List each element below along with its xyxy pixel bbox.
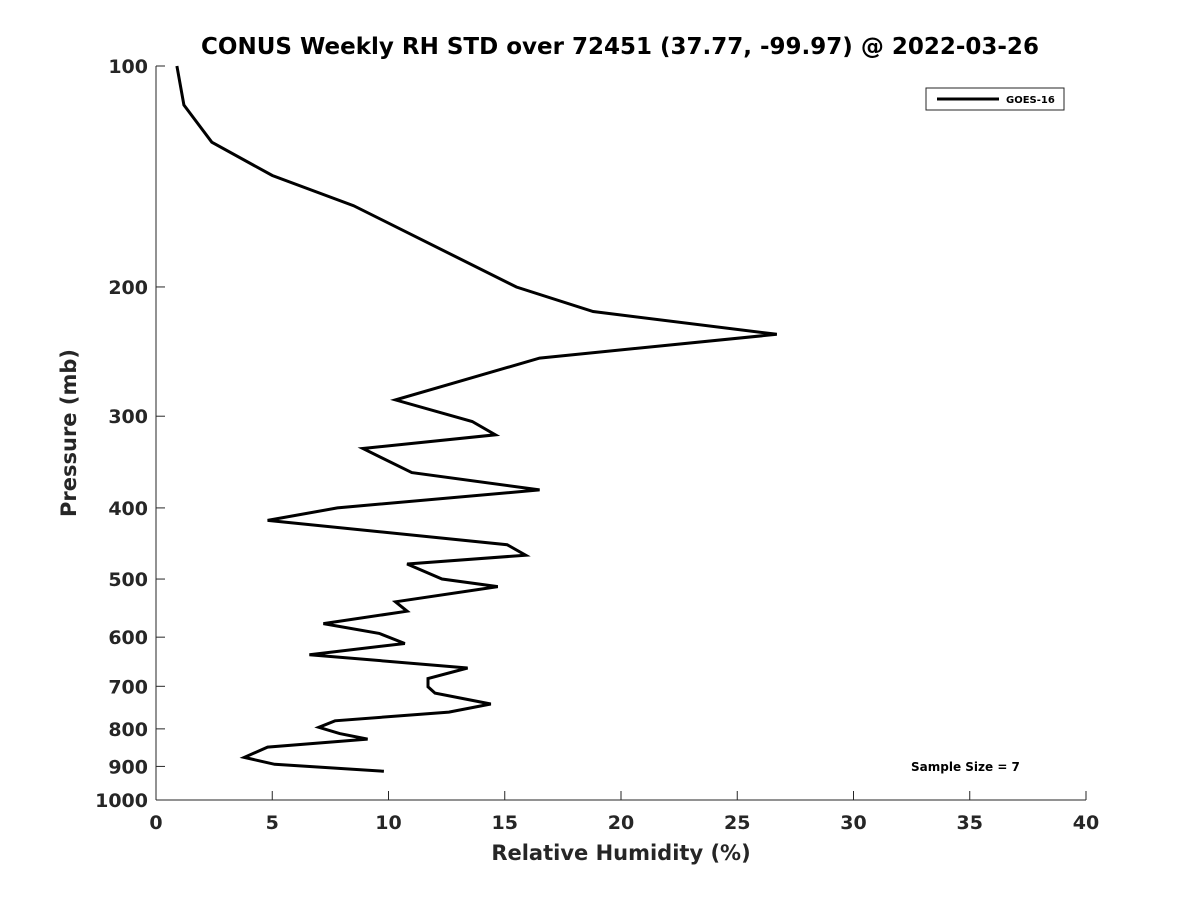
- x-tick-label: 5: [266, 812, 279, 834]
- y-tick-label: 600: [108, 627, 148, 649]
- legend: GOES-16: [925, 87, 1065, 111]
- y-tick-label: 500: [108, 569, 148, 591]
- x-tick-label: 10: [375, 812, 401, 834]
- chart-title: CONUS Weekly RH STD over 72451 (37.77, -…: [201, 34, 1039, 60]
- y-tick-label: 800: [108, 719, 148, 741]
- legend-entry-goes-16: GOES-16: [1006, 95, 1055, 106]
- x-tick-label: 20: [608, 812, 634, 834]
- x-tick-label: 15: [492, 812, 518, 834]
- y-tick-label: 200: [108, 277, 148, 299]
- x-tick-label: 0: [149, 812, 162, 834]
- y-tick-label: 300: [108, 406, 148, 428]
- y-tick-label: 1000: [95, 790, 148, 812]
- x-tick-label: 25: [724, 812, 750, 834]
- x-axis-label: Relative Humidity (%): [491, 841, 750, 865]
- x-tick-label: 35: [957, 812, 983, 834]
- y-ticks: 100 200 300 400 500 600 700 800 900 1000: [95, 56, 165, 812]
- y-tick-label: 900: [108, 756, 148, 778]
- plot-area: [155, 66, 1086, 801]
- x-tick-label: 40: [1073, 812, 1099, 834]
- y-tick-label: 100: [108, 56, 148, 78]
- sample-size-annotation: Sample Size = 7: [911, 760, 1020, 774]
- y-tick-label: 700: [108, 676, 148, 698]
- y-tick-label: 400: [108, 498, 148, 520]
- series-layer: [175, 65, 777, 773]
- series-line-goes-16: [175, 65, 777, 773]
- x-ticks: 0 5 10 15 20 25 30 35 40: [149, 791, 1099, 834]
- x-tick-label: 30: [840, 812, 866, 834]
- y-axis-label: Pressure (mb): [57, 349, 81, 517]
